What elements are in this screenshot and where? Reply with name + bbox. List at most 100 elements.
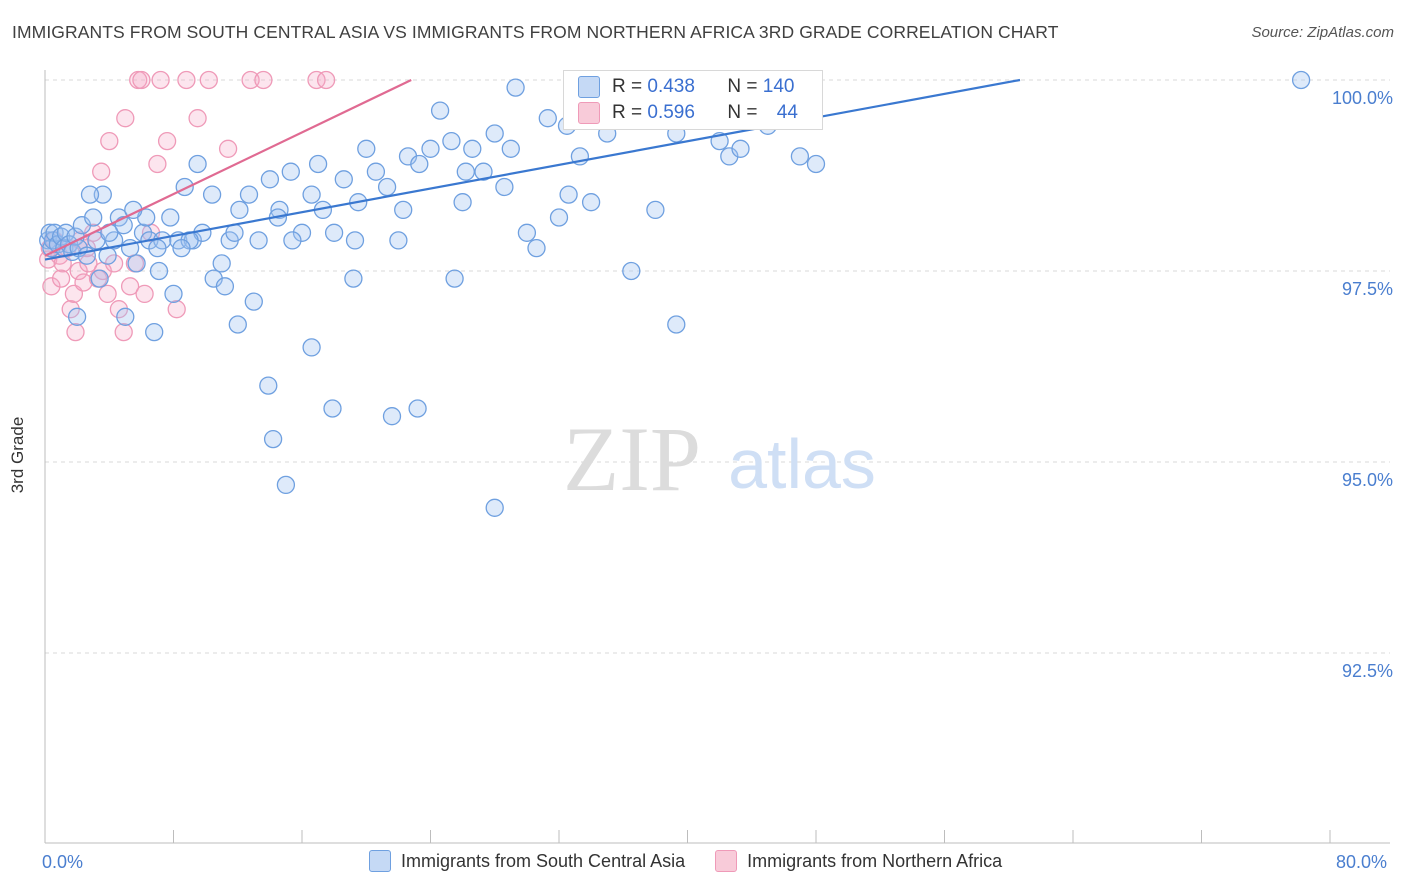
scatter-point-blue <box>474 162 493 181</box>
scatter-point-pink <box>148 154 167 174</box>
scatter-point-blue <box>485 498 504 517</box>
scatter-point-blue <box>377 177 397 197</box>
scatter-point-pink <box>151 70 170 90</box>
scatter-point-blue <box>731 139 750 158</box>
stats-r-value: 0.438 <box>647 76 695 97</box>
trend-lines <box>44 78 1021 261</box>
stats-swatch-pink <box>578 102 600 124</box>
legend: Immigrants from South Central Asia Immig… <box>369 850 1032 872</box>
scatter-point-pink <box>307 70 326 90</box>
scatter-point-blue <box>302 338 321 357</box>
scatter-point-blue <box>463 139 482 158</box>
scatter-point-pink <box>316 70 336 90</box>
scatter-point-blue <box>249 231 268 250</box>
scatter-point-blue <box>357 139 376 158</box>
y-tick-label: 97.5% <box>1342 279 1393 299</box>
scatter-point-blue <box>410 154 429 174</box>
series-south-central-asia-points <box>39 70 1311 517</box>
scatter-point-pink <box>199 70 218 90</box>
scatter-point-blue <box>308 154 328 174</box>
scatter-point-blue <box>501 139 520 158</box>
scatter-point-blue <box>84 208 103 227</box>
scatter-point-blue <box>456 162 475 181</box>
scatter-point-pink <box>241 70 260 90</box>
chart-title: IMMIGRANTS FROM SOUTH CENTRAL ASIA VS IM… <box>12 22 1059 42</box>
scatter-point-blue <box>806 154 826 174</box>
x-tick-label-min: 0.0% <box>42 852 84 872</box>
scatter-point-blue <box>230 200 249 220</box>
scatter-point-pink <box>51 269 71 288</box>
trend-line-pink <box>44 79 412 257</box>
scatter-point-pink <box>100 131 119 151</box>
scatter-point-blue <box>622 261 641 281</box>
legend-item-south-central-asia[interactable]: Immigrants from South Central Asia <box>369 850 685 872</box>
scatter-point-pink <box>116 109 135 128</box>
scatter-point-blue <box>263 429 283 449</box>
scatter-point-blue <box>485 124 504 143</box>
scatter-point-blue <box>67 307 87 326</box>
scatter-point-pink <box>218 139 238 158</box>
stats-row-series2: R = 0.596 N = 44 <box>578 101 798 125</box>
scatter-point-blue <box>366 162 386 181</box>
scatter-point-blue <box>188 154 207 174</box>
scatter-point-blue <box>161 208 180 227</box>
scatter-point-pink <box>66 322 85 342</box>
scatter-point-blue <box>408 399 427 418</box>
scatter-point-blue <box>538 109 557 128</box>
trend-line-blue <box>44 78 1021 261</box>
y-tick-label: 95.0% <box>1342 470 1393 490</box>
watermark-zip: ZIP <box>563 408 701 510</box>
stats-box: R = 0.438 N = 140 R = 0.596 N = 44 <box>563 70 823 130</box>
legend-swatch-pink <box>715 850 738 872</box>
stats-n-label: N = <box>727 102 758 123</box>
y-tick-label: 100.0% <box>1332 88 1393 108</box>
scatter-point-blue <box>549 208 569 227</box>
axes <box>44 70 1390 844</box>
stats-n-value: 44 <box>776 102 798 123</box>
scatter-point-blue <box>453 193 472 212</box>
gridlines <box>45 79 1390 654</box>
scatter-point-pink <box>254 70 273 90</box>
scatter-point-pink <box>135 284 154 304</box>
y-tick-labels: 92.5% 95.0% 97.5% 100.0% <box>1332 88 1393 681</box>
legend-swatch-blue <box>369 850 391 872</box>
watermark: ZIP atlas <box>563 408 876 510</box>
scatter-point-blue <box>202 185 222 204</box>
stats-row-series1: R = 0.438 N = 140 <box>578 75 794 99</box>
scatter-point-blue <box>90 269 109 288</box>
scatter-point-blue <box>244 292 263 311</box>
scatter-point-blue <box>394 200 413 220</box>
scatter-point-blue <box>324 223 344 242</box>
scatter-point-blue <box>527 238 546 258</box>
scatter-point-pink <box>188 109 207 128</box>
series-northern-africa-points <box>39 70 336 342</box>
scatter-point-blue <box>215 277 235 296</box>
scatter-point-blue <box>389 231 408 250</box>
stats-r-label: R = <box>612 102 643 123</box>
scatter-point-blue <box>270 200 289 220</box>
scatter-point-blue <box>506 78 525 97</box>
scatter-point-blue <box>344 269 363 288</box>
scatter-point-blue <box>93 185 112 204</box>
scatter-point-pink <box>157 131 177 151</box>
scatter-point-blue <box>145 322 164 342</box>
scatter-point-blue <box>430 101 450 120</box>
source-label: Source: ZipAtlas.com <box>1251 24 1394 41</box>
scatter-point-blue <box>228 315 247 334</box>
scatter-point-blue <box>559 185 578 204</box>
scatter-point-blue <box>292 223 312 242</box>
scatter-point-blue <box>260 170 280 189</box>
scatter-point-blue <box>445 269 464 288</box>
stats-r-value: 0.596 <box>647 102 695 123</box>
scatter-point-blue <box>517 223 537 242</box>
scatter-point-blue <box>382 407 402 426</box>
scatter-point-pink <box>177 70 196 90</box>
scatter-point-pink <box>98 284 117 304</box>
legend-item-northern-africa[interactable]: Immigrants from Northern Africa <box>715 850 1002 872</box>
scatter-point-blue <box>334 170 353 189</box>
scatter-point-blue <box>212 254 231 273</box>
y-tick-label: 92.5% <box>1342 661 1393 681</box>
scatter-point-pink <box>167 300 186 319</box>
scatter-point-blue <box>259 376 278 395</box>
